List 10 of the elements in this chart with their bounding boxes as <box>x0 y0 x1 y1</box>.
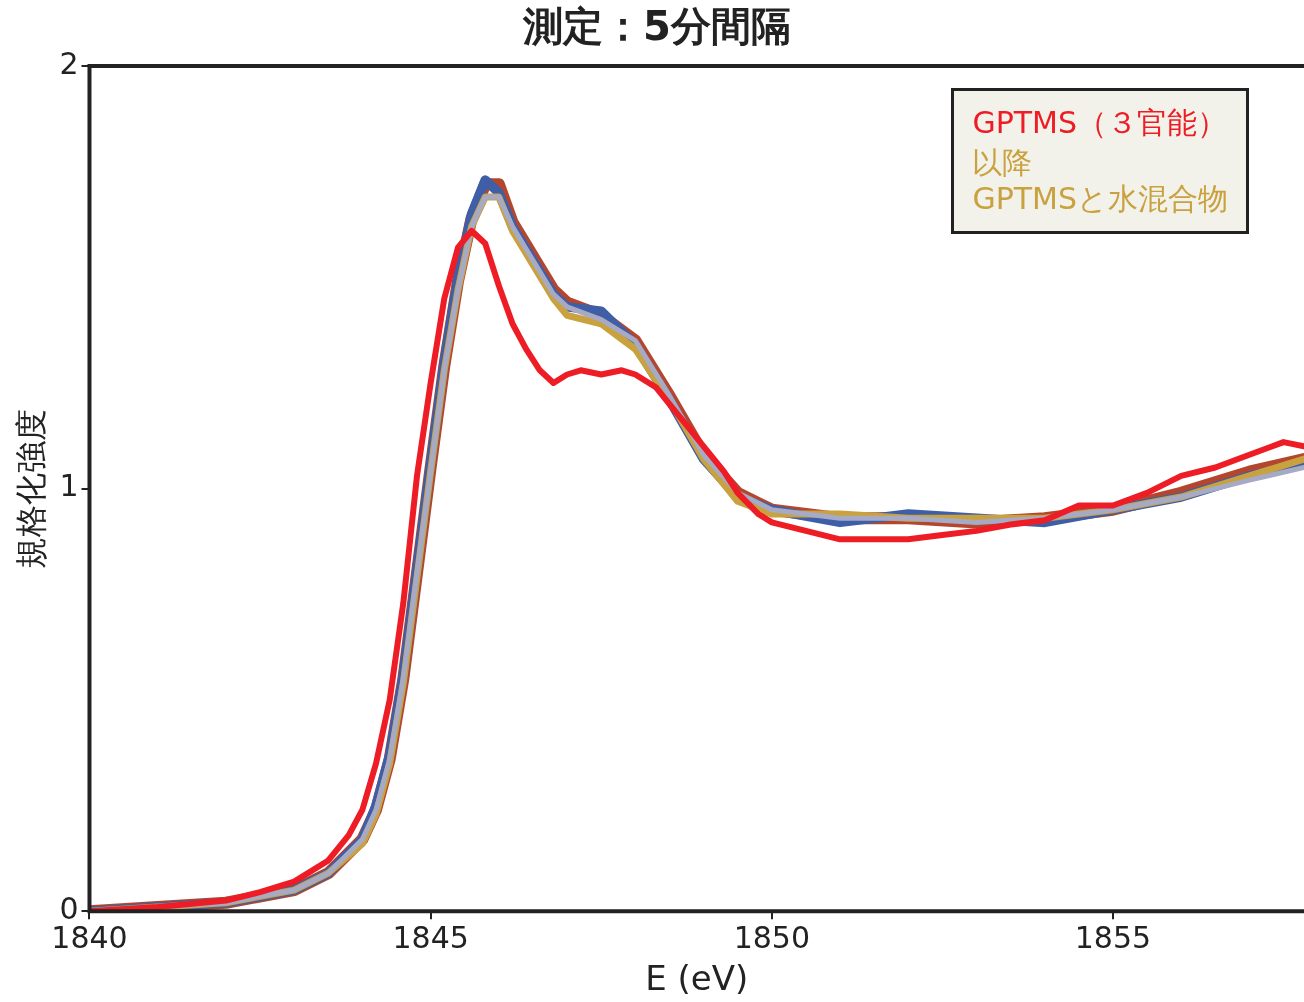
chart-title: 測定：5分間隔 <box>522 3 791 50</box>
x-tick-label: 1850 <box>733 920 810 955</box>
text: 以降 GPTMSと水混合物 <box>972 145 1228 217</box>
y-axis-title: 規格化強度 <box>11 408 50 569</box>
x-tick-label: 1845 <box>392 920 469 955</box>
x-tick-label: 1855 <box>1074 920 1152 955</box>
x-axis-title: E (eV) <box>645 958 749 999</box>
text: GPTMS（３官能） <box>972 105 1228 141</box>
y-tick-label: 1 <box>59 468 79 504</box>
y-tick-label: 2 <box>59 45 79 81</box>
